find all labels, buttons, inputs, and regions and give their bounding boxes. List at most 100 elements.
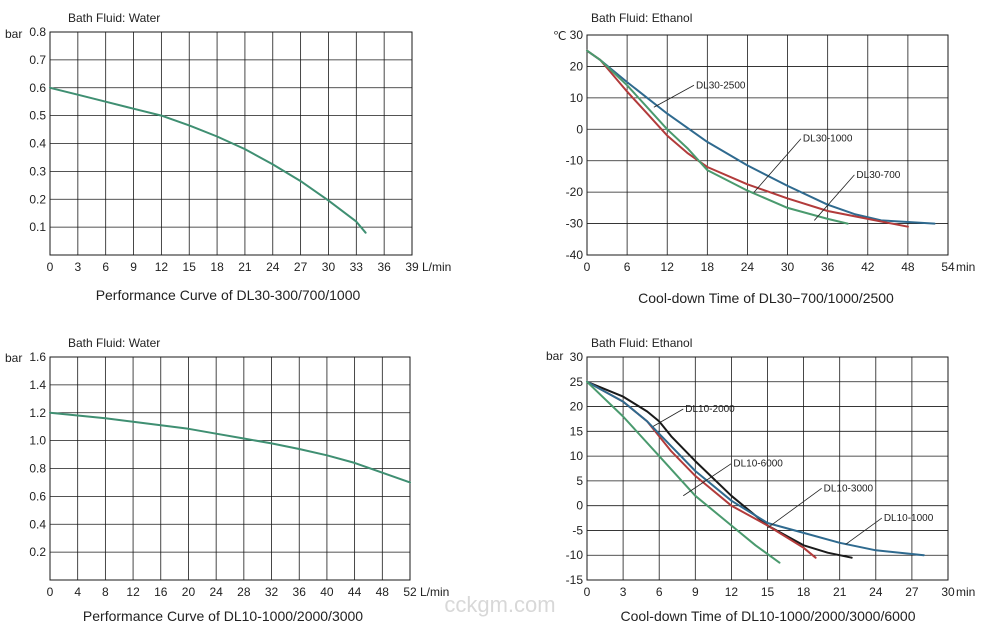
chart-panel-2: Bath Fluid: Ethanol 0 6 12 18 24 30 36 42 48 54 min… bbox=[553, 11, 975, 306]
series-line-1 bbox=[49, 86, 367, 234]
x-tick-label: 12 bbox=[155, 260, 169, 274]
y-tick-label: 0 bbox=[576, 122, 583, 136]
x-tick-label: 36 bbox=[377, 260, 391, 274]
y-tick-label: 0.6 bbox=[29, 81, 46, 95]
x-tick-label: 36 bbox=[293, 585, 307, 599]
watermark-text: cckgm.com bbox=[444, 592, 555, 617]
annotation-leader-line bbox=[683, 463, 732, 497]
y-tick-label: -10 bbox=[566, 154, 584, 168]
x-tick-label: 6 bbox=[624, 260, 631, 274]
plot-frame bbox=[49, 356, 411, 581]
y-tick-label: 1.2 bbox=[29, 406, 46, 420]
chart-caption: Performance Curve of DL30-300/700/1000 bbox=[96, 287, 361, 303]
y-tick-label: 0.2 bbox=[29, 192, 46, 206]
y-tick-label: 10 bbox=[570, 91, 584, 105]
panel-title: Bath Fluid: Water bbox=[68, 11, 160, 25]
x-tick-label: 28 bbox=[237, 585, 251, 599]
panel-title: Bath Fluid: Ethanol bbox=[591, 336, 692, 350]
x-tick-label: 3 bbox=[620, 585, 627, 599]
y-tick-label: 20 bbox=[570, 400, 584, 414]
y-tick-label: 0.2 bbox=[29, 545, 46, 559]
x-tick-label: 3 bbox=[75, 260, 82, 274]
panel-title: Bath Fluid: Water bbox=[68, 336, 160, 350]
annotation-leader-line bbox=[653, 84, 695, 108]
series-annotation-label: DL30-700 bbox=[856, 170, 900, 181]
x-tick-label: 30 bbox=[781, 260, 795, 274]
x-tick-label: 18 bbox=[210, 260, 224, 274]
x-tick-label: 32 bbox=[265, 585, 279, 599]
y-tick-label: 5 bbox=[576, 474, 583, 488]
chart-caption: Performance Curve of DL10-1000/2000/3000 bbox=[83, 608, 363, 624]
y-tick-label: -10 bbox=[566, 548, 584, 562]
x-tick-label: 0 bbox=[47, 585, 54, 599]
x-tick-label: 0 bbox=[584, 585, 591, 599]
y-tick-label: 1.0 bbox=[29, 434, 46, 448]
x-tick-label: 12 bbox=[725, 585, 739, 599]
y-axis-label: bar bbox=[5, 27, 22, 41]
x-tick-label: 4 bbox=[74, 585, 81, 599]
x-tick-label: 33 bbox=[350, 260, 364, 274]
series-line-1 bbox=[49, 411, 411, 484]
y-axis-label: bar bbox=[546, 349, 563, 363]
y-tick-label: 0 bbox=[576, 499, 583, 513]
y-tick-label: 25 bbox=[570, 375, 584, 389]
y-tick-label: 1.4 bbox=[29, 378, 46, 392]
x-axis-unit: min bbox=[956, 260, 975, 274]
series-line-dl30-2500 bbox=[586, 49, 936, 225]
y-tick-label: 0.1 bbox=[29, 220, 46, 234]
annotation-leader-line bbox=[652, 408, 684, 427]
x-tick-label: 18 bbox=[701, 260, 715, 274]
x-tick-label: 18 bbox=[797, 585, 811, 599]
x-tick-label: 15 bbox=[761, 585, 775, 599]
y-tick-label: 20 bbox=[570, 59, 584, 73]
x-tick-label: 0 bbox=[584, 260, 591, 274]
x-tick-label: 39 bbox=[405, 260, 419, 274]
y-tick-label: -15 bbox=[566, 573, 584, 587]
x-tick-label: 20 bbox=[182, 585, 196, 599]
annotation-leader-line bbox=[813, 174, 855, 221]
series-annotation-label: DL30-2500 bbox=[696, 80, 746, 91]
plot-frame bbox=[49, 31, 413, 256]
y-tick-label: 0.6 bbox=[29, 489, 46, 503]
x-tick-label: 6 bbox=[656, 585, 663, 599]
plot-frame bbox=[586, 356, 949, 581]
y-tick-label: 1.6 bbox=[29, 350, 46, 364]
y-tick-label: -20 bbox=[566, 185, 584, 199]
series-line-dl30-700 bbox=[586, 49, 849, 225]
y-tick-label: 0.4 bbox=[29, 137, 46, 151]
y-tick-label: -30 bbox=[566, 217, 584, 231]
y-tick-label: 10 bbox=[570, 449, 584, 463]
y-tick-label: 0.3 bbox=[29, 164, 46, 178]
x-tick-label: 54 bbox=[941, 260, 955, 274]
x-tick-label: 16 bbox=[154, 585, 168, 599]
x-tick-label: 36 bbox=[821, 260, 835, 274]
series-line-dl10-3000 bbox=[586, 380, 925, 557]
series-annotation-label: DL10-1000 bbox=[884, 513, 934, 524]
series-line-dl10-2000 bbox=[586, 380, 853, 559]
x-tick-label: 21 bbox=[833, 585, 847, 599]
y-tick-label: 0.8 bbox=[29, 25, 46, 39]
annotation-leader-line bbox=[753, 138, 802, 193]
series-annotation-label: DL30-1000 bbox=[803, 134, 853, 145]
y-tick-label: 30 bbox=[570, 28, 584, 42]
chart-caption: Cool-down Time of DL10-1000/2000/3000/60… bbox=[621, 608, 916, 624]
x-tick-label: 12 bbox=[126, 585, 140, 599]
x-tick-label: 24 bbox=[869, 585, 883, 599]
annotation-leader-line bbox=[767, 487, 822, 529]
x-tick-label: 27 bbox=[294, 260, 308, 274]
x-tick-label: 30 bbox=[941, 585, 955, 599]
chart-caption: Cool-down Time of DL30−700/1000/2500 bbox=[638, 290, 894, 306]
series-annotation-label: DL10-2000 bbox=[685, 404, 735, 415]
y-tick-label: 30 bbox=[570, 350, 584, 364]
y-axis-label: ℃ bbox=[553, 29, 566, 43]
x-tick-label: 48 bbox=[376, 585, 390, 599]
x-axis-unit: min bbox=[956, 585, 975, 599]
x-tick-label: 40 bbox=[320, 585, 334, 599]
plot-frame bbox=[586, 34, 949, 256]
x-tick-label: 24 bbox=[209, 585, 223, 599]
y-tick-label: 0.4 bbox=[29, 517, 46, 531]
y-tick-label: 0.7 bbox=[29, 53, 46, 67]
